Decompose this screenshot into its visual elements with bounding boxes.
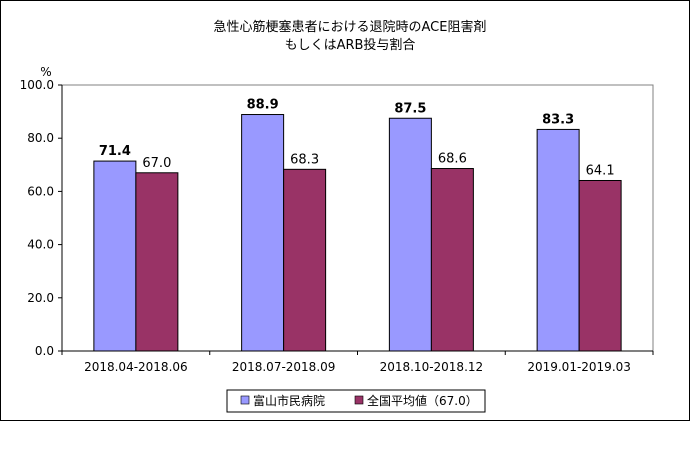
x-tick-label: 2018.04-2018.06 bbox=[84, 360, 188, 374]
chart-title-line2: もしくはARB投与割合 bbox=[285, 37, 416, 53]
data-label-series-2: 64.1 bbox=[586, 163, 615, 178]
y-tick-label: 40.0 bbox=[27, 238, 54, 252]
y-tick-label: 100.0 bbox=[20, 78, 54, 92]
y-axis-unit-label: % bbox=[40, 65, 51, 79]
data-label-series-2: 68.6 bbox=[438, 152, 467, 167]
x-tick-label: 2018.10-2018.12 bbox=[380, 360, 484, 374]
bar-series-2 bbox=[135, 172, 179, 352]
y-tick-label: 20.0 bbox=[27, 291, 54, 305]
legend-label-series-1: 富山市民病院 bbox=[253, 393, 325, 408]
data-labels: 71.4 67.0 88.9 68.3 87.5 68.6 83.3 64.1 bbox=[99, 98, 615, 179]
x-tick-label: 2018.07-2018.09 bbox=[232, 360, 336, 374]
data-label-series-2: 68.3 bbox=[290, 152, 319, 167]
chart-title-line1: 急性心筋梗塞患者における退院時のACE阻害剤 bbox=[214, 19, 487, 35]
bar-series-1 bbox=[388, 117, 432, 352]
bar-series-1 bbox=[536, 128, 580, 352]
y-tick-label: 60.0 bbox=[27, 184, 54, 198]
data-label-series-1: 83.3 bbox=[542, 112, 574, 127]
bar-series bbox=[93, 114, 622, 352]
bar-series-1 bbox=[93, 160, 137, 352]
legend-swatch-series-2 bbox=[354, 395, 364, 405]
x-tick-label: 2019.01-2019.03 bbox=[527, 360, 631, 374]
data-label-series-1: 87.5 bbox=[394, 101, 426, 116]
y-tick-label: 80.0 bbox=[27, 131, 54, 145]
data-label-series-1: 88.9 bbox=[247, 98, 279, 113]
bar-series-1 bbox=[241, 114, 285, 352]
data-label-series-2: 67.0 bbox=[142, 156, 171, 171]
bar-series-2 bbox=[578, 179, 622, 352]
y-tick-label: 0.0 bbox=[35, 344, 54, 358]
bar-series-2 bbox=[430, 168, 474, 352]
bar-series-2 bbox=[283, 168, 327, 352]
data-label-series-1: 71.4 bbox=[99, 144, 131, 159]
y-axis: 0.0 20.0 40.0 60.0 80.0 100.0 bbox=[20, 78, 62, 358]
legend-label-series-2: 全国平均値（67.0） bbox=[367, 393, 478, 408]
legend-swatch-series-1 bbox=[240, 395, 250, 405]
x-axis: 2018.04-2018.06 2018.07-2018.09 2018.10-20… bbox=[61, 85, 654, 374]
legend: 富山市民病院 全国平均値（67.0） bbox=[226, 389, 486, 413]
